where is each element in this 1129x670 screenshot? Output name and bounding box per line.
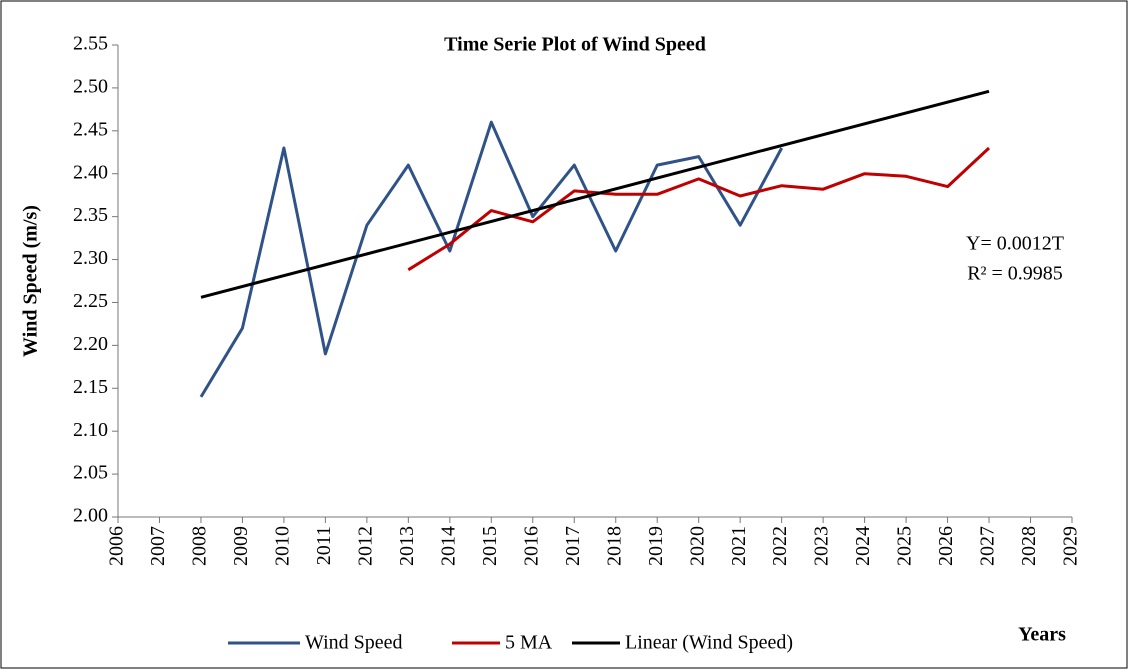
y-tick-label: 2.00 — [73, 505, 108, 527]
x-tick-label: 2013 — [396, 526, 418, 566]
x-tick-label: 2027 — [977, 526, 999, 566]
x-tick-label: 2012 — [354, 526, 376, 566]
x-tick-label: 2029 — [1060, 526, 1082, 566]
x-tick-label: 2017 — [562, 526, 584, 566]
chart-title: Time Serie Plot of Wind Speed — [444, 34, 706, 56]
x-tick-label: 2014 — [437, 526, 459, 566]
x-tick-label: 2028 — [1018, 526, 1040, 566]
y-tick-label: 2.35 — [73, 204, 108, 226]
x-tick-label: 2006 — [106, 526, 128, 566]
x-tick-label: 2011 — [313, 526, 335, 565]
legend-label: 5 MA — [505, 632, 553, 654]
x-tick-label: 2025 — [894, 526, 916, 566]
y-tick-label: 2.20 — [73, 333, 108, 355]
legend-label: Wind Speed — [305, 632, 403, 654]
line-series — [407, 146, 991, 272]
x-tick-label: 2010 — [272, 526, 294, 566]
x-axis-label: Years — [1018, 624, 1066, 646]
line-series — [199, 120, 784, 398]
y-tick-label: 2.10 — [73, 419, 108, 441]
x-tick-label: 2021 — [728, 526, 750, 566]
x-tick-label: 2008 — [189, 526, 211, 566]
x-tick-label: 2022 — [769, 526, 791, 566]
legend-label: Linear (Wind Speed) — [625, 632, 793, 654]
y-tick-label: 2.30 — [73, 247, 108, 269]
x-tick-label: 2020 — [686, 526, 708, 566]
y-tick-label: 2.05 — [73, 462, 108, 484]
x-tick-label: 2023 — [811, 526, 833, 566]
annotation: Y= 0.0012T — [966, 233, 1064, 255]
x-tick-label: 2015 — [479, 526, 501, 566]
y-tick-label: 2.50 — [73, 76, 108, 98]
y-tick-label: 2.45 — [73, 118, 108, 140]
y-tick-label: 2.55 — [73, 33, 108, 55]
x-tick-label: 2007 — [147, 526, 169, 566]
x-tick-label: 2018 — [603, 526, 625, 566]
x-tick-label: 2024 — [852, 526, 874, 566]
x-tick-label: 2016 — [520, 526, 542, 566]
y-tick-label: 2.15 — [73, 376, 108, 398]
line-series — [200, 89, 990, 299]
x-tick-label: 2019 — [645, 526, 667, 566]
y-tick-label: 2.25 — [73, 290, 108, 312]
x-tick-label: 2026 — [935, 526, 957, 566]
x-tick-label: 2009 — [230, 526, 252, 566]
annotation: R² = 0.9985 — [967, 263, 1063, 285]
y-axis-label: Wind Speed (m/s) — [20, 205, 42, 357]
y-tick-label: 2.40 — [73, 161, 108, 183]
